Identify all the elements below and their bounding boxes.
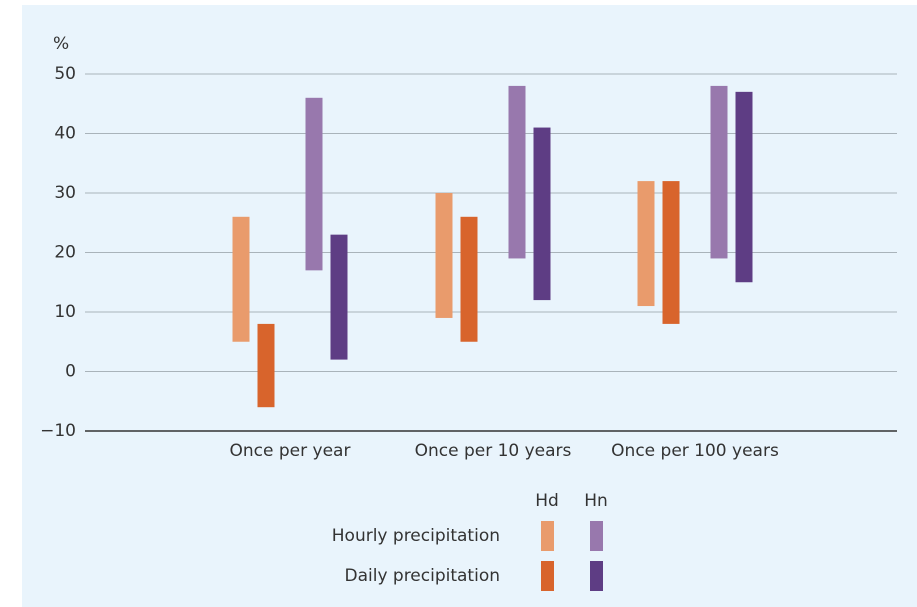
range-bar [460, 216, 478, 342]
range-bar [637, 181, 655, 307]
legend-swatch [590, 561, 603, 591]
y-tick-label: 50 [54, 64, 76, 84]
legend-swatch [541, 561, 554, 591]
y-tick-label: −10 [40, 421, 76, 441]
range-bar [662, 181, 680, 324]
y-tick-label: 20 [54, 243, 76, 263]
legend-column-label: Hd [535, 491, 559, 511]
x-tick-label: Once per year [230, 441, 351, 461]
y-tick-label: 30 [54, 183, 76, 203]
x-tick-label: Once per 10 years [415, 441, 572, 461]
y-axis-label: % [53, 34, 69, 54]
legend-swatch [541, 521, 554, 551]
range-bar [533, 127, 551, 301]
range-bar [232, 216, 250, 342]
y-tick-label: 40 [54, 124, 76, 144]
legend-row-label: Daily precipitation [344, 566, 500, 586]
x-tick-label: Once per 100 years [611, 441, 779, 461]
legend-column-label: Hn [584, 491, 608, 511]
legend-row-label: Hourly precipitation [332, 526, 500, 546]
range-bar [330, 234, 348, 360]
range-bar [710, 85, 728, 259]
y-tick-label: 10 [54, 302, 76, 322]
range-bar [735, 91, 753, 283]
range-bar [305, 97, 323, 271]
range-bar [435, 193, 453, 318]
y-tick-label: 0 [65, 362, 76, 382]
legend-swatch [590, 521, 603, 551]
range-bar [257, 323, 275, 408]
range-bar [508, 85, 526, 259]
